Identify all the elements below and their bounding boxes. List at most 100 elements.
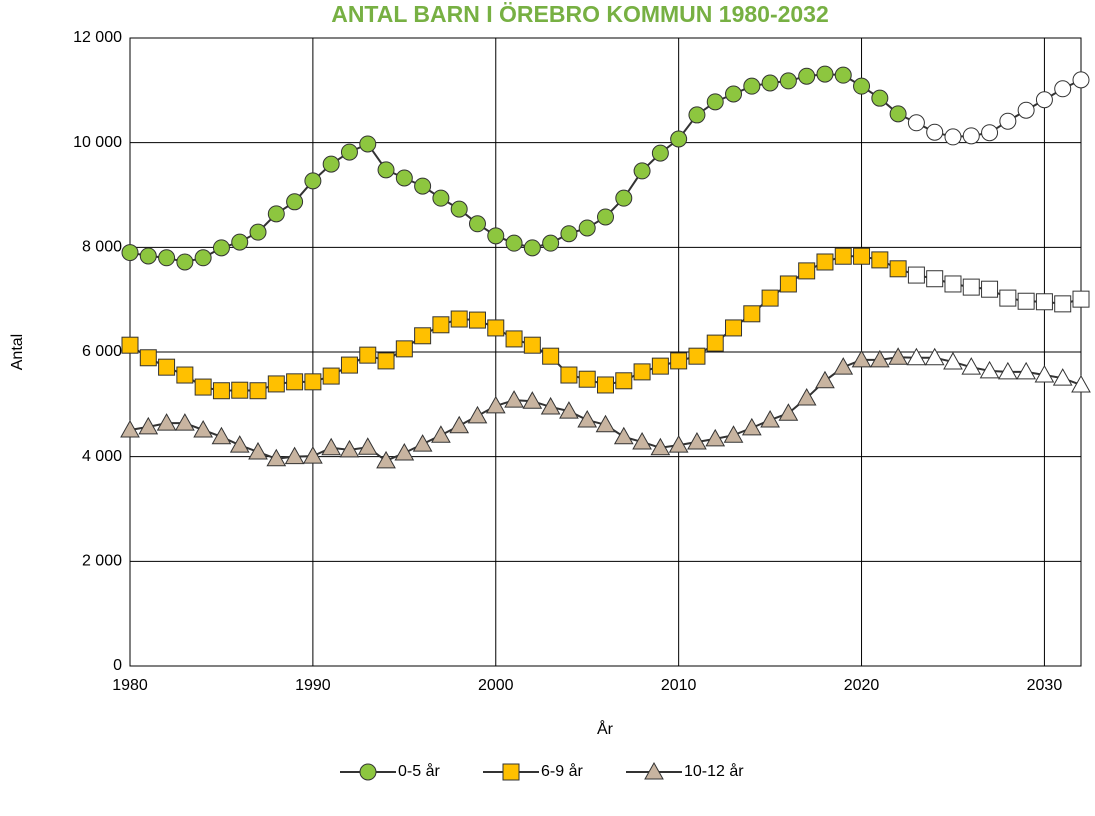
data-point [231,381,249,399]
x-tick-label: 2020 [844,677,880,694]
data-point [121,244,139,262]
data-point [907,266,925,284]
data-point [907,114,925,132]
data-point [632,431,652,450]
data-point [1035,293,1053,311]
x-tick-label: 2030 [1027,677,1063,694]
data-point [633,363,651,381]
data-point [1017,292,1035,310]
data-point [560,225,578,243]
data-point [357,437,378,455]
data-point [139,349,157,367]
data-point [1034,365,1055,383]
chart-title: ANTAL BARN I ÖREBRO KOMMUN 1980-2032 [331,1,829,27]
legend-label: 6-9 år [541,762,583,780]
data-point [1035,91,1053,109]
data-point [359,346,377,364]
data-point [853,77,871,95]
data-point [1016,361,1036,380]
data-point [468,311,486,329]
y-axis-label: Antal [9,334,26,370]
data-point [158,249,176,267]
data-point [871,89,889,107]
data-point [798,262,816,280]
legend-marker [359,763,377,781]
data-point [432,189,450,207]
data-point [487,319,505,337]
data-point [212,239,230,257]
data-point [176,366,194,384]
data-point [450,310,468,328]
data-point [578,219,596,237]
data-point [523,336,541,354]
data-point [889,260,907,278]
data-point [979,360,1000,379]
data-point [542,347,560,365]
data-point [633,162,651,180]
data-point [339,439,360,458]
data-point [505,330,523,348]
data-point [467,405,488,424]
data-point [651,144,669,162]
y-tick-label: 2 000 [82,553,122,570]
data-point [595,414,616,433]
data-point [158,358,176,376]
data-point [504,390,524,408]
series-line [129,73,1082,264]
data-point [981,124,999,142]
x-axis-label: År [597,719,614,738]
data-point [1072,290,1090,308]
data-point [121,336,139,354]
data-point [267,375,285,393]
x-tick-label: 1990 [295,677,331,694]
data-point [193,419,214,438]
data-point [944,275,962,293]
data-point [1072,71,1090,89]
data-point [943,351,963,370]
data-point [523,239,541,257]
data-point [743,305,761,323]
data-point [761,74,779,92]
data-point [248,441,268,460]
data-point [723,425,744,443]
data-point [688,347,706,365]
data-point [304,373,322,391]
legend-marker [502,763,520,781]
data-point [377,161,395,179]
data-point [138,416,159,435]
data-point [761,289,779,307]
data-point [779,72,797,90]
data-point [284,446,305,465]
data-point [997,361,1018,380]
data-point [231,233,249,251]
data-point [266,448,287,467]
x-tick-label: 2000 [478,677,514,694]
data-point [851,349,872,368]
data-point [412,434,433,452]
data-point [962,127,980,145]
y-tick-label: 0 [113,657,122,674]
x-tick-label: 1980 [112,677,148,694]
data-point [376,450,396,469]
data-point [449,415,470,434]
y-tick-label: 8 000 [82,239,122,256]
data-point [1017,101,1035,119]
data-point [688,106,706,124]
data-point [651,357,669,375]
data-point [871,251,889,269]
data-point [156,413,177,431]
data-point [668,435,689,453]
data-point [450,200,468,218]
data-point [249,382,267,400]
data-point [924,347,945,366]
data-point [176,253,194,271]
data-point [926,270,944,288]
data-point [542,234,560,252]
data-point [559,401,579,419]
legend-label: 10-12 år [684,762,744,780]
data-point [779,275,797,293]
legend-label: 0-5 år [398,762,440,780]
data-point [798,67,816,85]
data-point [578,370,596,388]
data-point [888,347,908,365]
